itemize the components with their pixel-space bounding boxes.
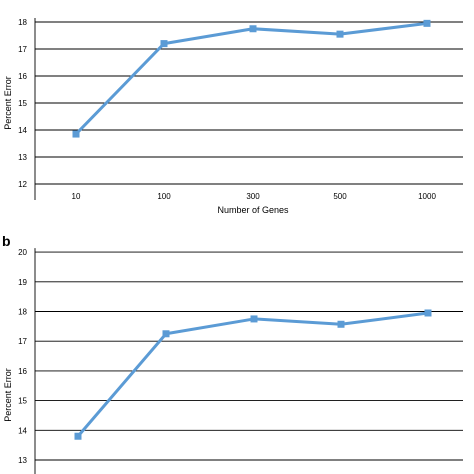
y-axis-title-b: Percent Error: [3, 368, 13, 422]
y-tick-label-a-18: 18: [18, 18, 27, 27]
y-tick-label-a-17: 17: [18, 45, 27, 54]
series-line-a: [74, 21, 428, 136]
y-tick-label-a-14: 14: [18, 126, 27, 135]
y-tick-label-a-13: 13: [18, 153, 27, 162]
data-point-b-300: [250, 315, 258, 323]
data-point-b-500: [337, 320, 345, 328]
panel-label-b: b: [2, 233, 11, 249]
x-tick-label-a-300: 300: [246, 192, 260, 201]
chart-panel-b: 13 14 15 16 17 18 19 20 Percent Error b: [2, 233, 463, 474]
x-tick-label-a-10: 10: [72, 192, 81, 201]
data-point-a-300: [249, 25, 257, 33]
y-tick-label-b-18: 18: [18, 308, 27, 317]
chart-panel-a: 12 13 14 15 16 17 18 10 100 300 500 1000 Number of G…: [3, 18, 463, 215]
y-tick-label-b-16: 16: [18, 367, 27, 376]
y-tick-label-b-20: 20: [18, 248, 27, 257]
data-point-a-500: [336, 30, 344, 38]
x-tick-label-a-1000: 1000: [418, 192, 436, 201]
y-tick-label-a-12: 12: [18, 180, 27, 189]
y-tick-label-b-13: 13: [18, 456, 27, 465]
x-axis-title-a: Number of Genes: [217, 205, 289, 215]
x-tick-label-a-100: 100: [157, 192, 171, 201]
data-point-a-100: [160, 40, 168, 48]
y-tick-label-b-15: 15: [18, 397, 27, 406]
y-tick-label-b-17: 17: [18, 337, 27, 346]
y-axis-title-a: Percent Error: [3, 76, 13, 130]
plot-area-b: 13 14 15 16 17 18 19 20: [18, 248, 463, 474]
series-line-b: [76, 311, 429, 438]
data-point-a-1000: [423, 19, 431, 27]
y-tick-label-a-16: 16: [18, 72, 27, 81]
y-tick-label-a-15: 15: [18, 99, 27, 108]
y-tick-label-b-14: 14: [18, 426, 27, 435]
data-point-b-1000: [424, 309, 432, 317]
data-point-b-100: [162, 330, 170, 338]
y-tick-label-b-19: 19: [18, 278, 27, 287]
plot-area-a: 12 13 14 15 16 17 18: [18, 18, 463, 200]
data-point-b-10: [74, 432, 82, 440]
x-tick-label-a-500: 500: [333, 192, 347, 201]
data-point-a-10: [72, 130, 80, 138]
